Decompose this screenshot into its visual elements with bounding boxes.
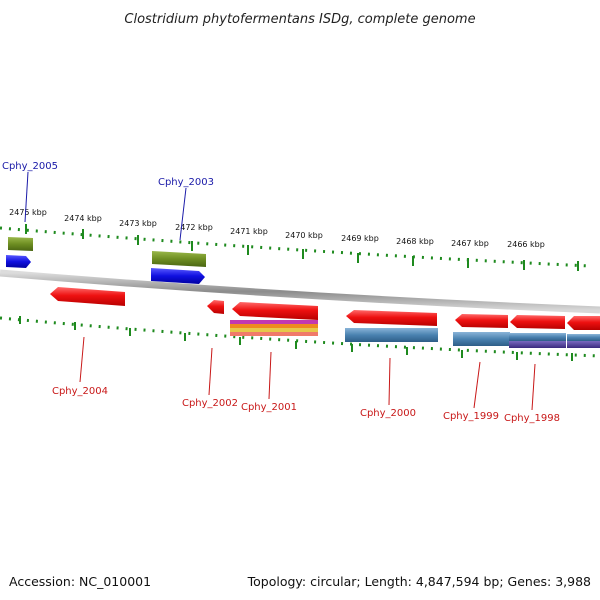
gene-label-cphy-1999[interactable]: Cphy_1999 bbox=[443, 411, 499, 422]
top-strand-features bbox=[6, 237, 206, 284]
accession-text: Accession: NC_010001 bbox=[9, 574, 151, 589]
leader-cphy-1999 bbox=[473, 361, 481, 409]
leader-cphy-2004 bbox=[79, 336, 85, 383]
leader-cphy-2005 bbox=[24, 171, 29, 223]
gene-next-partial-domain-steel[interactable] bbox=[567, 334, 600, 341]
kbp-label: 2469 kbp bbox=[341, 234, 379, 243]
gene-label-cphy-1998[interactable]: Cphy_1998 bbox=[504, 413, 560, 424]
gene-label-cphy-2001[interactable]: Cphy_2001 bbox=[241, 402, 297, 413]
gene-cphy-2004[interactable] bbox=[50, 287, 125, 306]
leader-cphy-2001 bbox=[268, 351, 272, 400]
gene-cphy-2001-domain-magenta[interactable] bbox=[230, 320, 318, 324]
bottom-strand-features bbox=[50, 287, 600, 348]
kbp-label: 2470 kbp bbox=[285, 231, 323, 240]
gene-cphy-2005-domain[interactable] bbox=[8, 237, 33, 251]
label-leaders bbox=[24, 171, 536, 411]
gene-label-cphy-2003[interactable]: Cphy_2003 bbox=[158, 177, 214, 188]
gene-cphy-1999[interactable] bbox=[455, 314, 508, 328]
genome-backbone bbox=[0, 269, 600, 314]
gene-cphy-2001-domain-salmon[interactable] bbox=[230, 332, 318, 336]
kbp-label: 2472 kbp bbox=[175, 223, 213, 232]
kbp-label: 2473 kbp bbox=[119, 219, 157, 228]
gene-label-cphy-2000[interactable]: Cphy_2000 bbox=[360, 408, 416, 419]
gene-cphy-1998-domain-purple[interactable] bbox=[509, 341, 566, 348]
kbp-label: 2475 kbp bbox=[9, 208, 47, 217]
gene-next-partial-domain-purple[interactable] bbox=[567, 341, 600, 348]
gene-label-cphy-2002[interactable]: Cphy_2002 bbox=[182, 398, 238, 409]
map-title: Clostridium phytofermentans ISDg, comple… bbox=[124, 12, 475, 27]
gene-cphy-1999-domain[interactable] bbox=[453, 332, 510, 346]
gene-next-partial[interactable] bbox=[567, 316, 600, 330]
gene-cphy-2003[interactable] bbox=[151, 268, 205, 284]
kbp-label: 2466 kbp bbox=[507, 240, 545, 249]
gene-cphy-2005[interactable] bbox=[6, 255, 31, 268]
kbp-label: 2471 kbp bbox=[230, 227, 268, 236]
gene-cphy-1998-domain-steel[interactable] bbox=[509, 333, 566, 341]
upper-ruler bbox=[0, 224, 591, 271]
gene-label-cphy-2005[interactable]: Cphy_2005 bbox=[2, 161, 58, 172]
kbp-label: 2467 kbp bbox=[451, 239, 489, 248]
leader-cphy-2002 bbox=[208, 347, 213, 396]
leader-cphy-2000 bbox=[388, 357, 391, 406]
kbp-label: 2468 kbp bbox=[396, 237, 434, 246]
gene-label-cphy-2004[interactable]: Cphy_2004 bbox=[52, 386, 108, 397]
gene-cphy-1998[interactable] bbox=[510, 315, 565, 329]
gene-labels: Cphy_2005 Cphy_2003 Cphy_2004 Cphy_2002 … bbox=[2, 161, 560, 424]
gene-cphy-2000[interactable] bbox=[346, 310, 437, 326]
gene-cphy-2001-domain-yellow[interactable] bbox=[230, 328, 318, 332]
kbp-label: 2474 kbp bbox=[64, 214, 102, 223]
gene-cphy-2002[interactable] bbox=[207, 300, 224, 314]
genome-summary-text: Topology: circular; Length: 4,847,594 bp… bbox=[247, 574, 591, 589]
gene-cphy-2003-domain[interactable] bbox=[152, 251, 206, 267]
lower-ruler bbox=[0, 316, 600, 361]
leader-cphy-1998 bbox=[531, 363, 536, 411]
kbp-labels: 2475 kbp 2474 kbp 2473 kbp 2472 kbp 2471… bbox=[9, 208, 545, 249]
gene-cphy-2001-domain-orange[interactable] bbox=[230, 324, 318, 328]
leader-cphy-2003 bbox=[179, 187, 187, 241]
gene-cphy-2001[interactable] bbox=[232, 302, 318, 320]
gene-cphy-2000-domain[interactable] bbox=[345, 328, 438, 342]
